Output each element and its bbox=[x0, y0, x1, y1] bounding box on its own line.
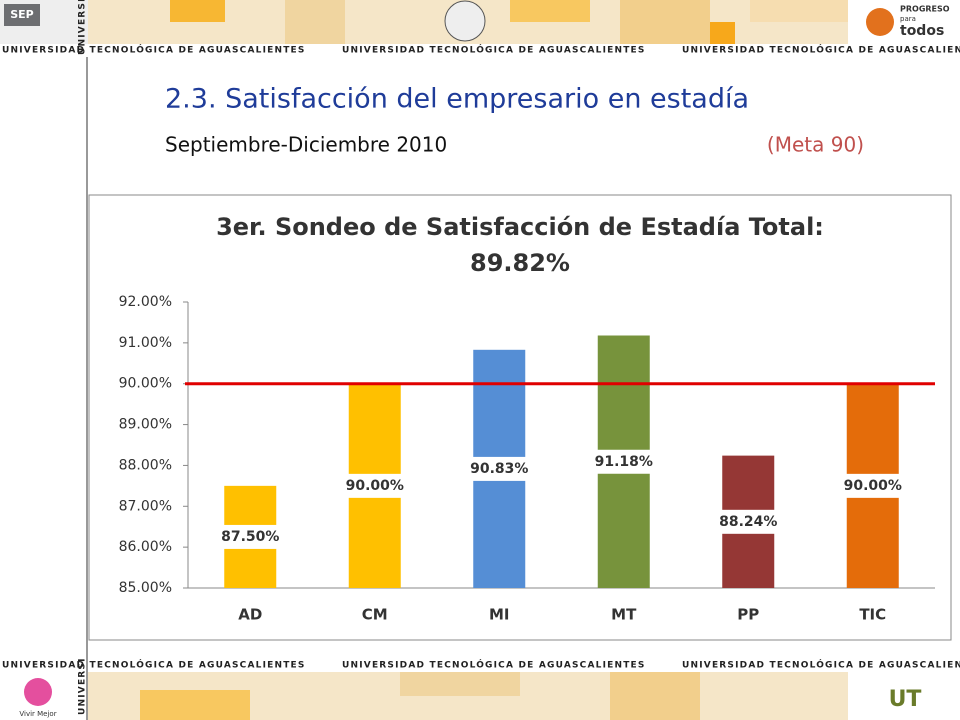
y-tick-label: 87.00% bbox=[119, 498, 172, 514]
banner-text: UNIVERSIDAD TECNOLÓGICA DE AGUASCALIENTE… bbox=[682, 44, 960, 56]
value-label: 91.18% bbox=[595, 454, 653, 470]
value-label-box bbox=[467, 456, 532, 481]
x-tick-label: MI bbox=[489, 606, 510, 624]
progreso-logo: PROGRESO bbox=[900, 5, 950, 14]
value-label: 87.50% bbox=[221, 529, 279, 545]
banner-text: UNIVERSIDAD TECNOLÓGICA DE AGUASCALIENTE… bbox=[2, 44, 306, 56]
value-label-box bbox=[716, 509, 781, 534]
chart-title: 3er. Sondeo de Satisfacción de Estadía T… bbox=[216, 213, 824, 241]
vivir-mejor-logo: Vivir Mejor bbox=[19, 710, 56, 718]
banner-text: UNIVERSIDAD TECNOLÓGICA DE AGUASCALIENTE… bbox=[342, 44, 646, 56]
vivir-mejor-mark bbox=[24, 678, 52, 706]
x-tick-label: AD bbox=[238, 606, 262, 624]
banner-text: UNIVERSIDAD TECNOLÓGICA DE AGUASCALIENTE… bbox=[76, 0, 88, 55]
banner-text: UNIVERSIDAD TECNOLÓGICA DE AGUASCALIENTE… bbox=[342, 659, 646, 671]
progreso-logo-mark bbox=[866, 8, 894, 36]
y-tick-label: 85.00% bbox=[119, 580, 172, 596]
banner-text: UNIVERSIDAD TECNOLÓGICA DE AGUASCALIENTE… bbox=[682, 659, 960, 671]
progreso-logo: todos bbox=[900, 23, 944, 39]
x-tick-label: PP bbox=[737, 606, 759, 624]
progreso-logo: para bbox=[900, 15, 916, 23]
left-band bbox=[70, 57, 86, 659]
ut-logo: UT bbox=[889, 687, 922, 712]
value-label-box bbox=[342, 473, 407, 498]
left-rule bbox=[86, 57, 88, 720]
x-tick-label: CM bbox=[362, 606, 388, 624]
slide-title: 2.3. Satisfacción del empresario en esta… bbox=[165, 84, 749, 115]
value-label: 88.24% bbox=[719, 514, 777, 530]
y-tick-label: 92.00% bbox=[119, 294, 172, 310]
value-label: 90.83% bbox=[470, 461, 528, 477]
slide-period: Septiembre-Diciembre 2010 bbox=[165, 133, 447, 157]
value-label-box bbox=[218, 524, 283, 549]
y-tick-label: 86.00% bbox=[119, 539, 172, 555]
value-label: 90.00% bbox=[844, 478, 902, 494]
sep-logo-box bbox=[4, 4, 40, 26]
ut-seal bbox=[444, 0, 486, 42]
top-band bbox=[0, 44, 960, 57]
y-tick-label: 91.00% bbox=[119, 335, 172, 351]
bottom-band bbox=[0, 659, 960, 672]
value-label: 90.00% bbox=[346, 478, 404, 494]
y-tick-label: 90.00% bbox=[119, 376, 172, 392]
value-label-box bbox=[840, 473, 905, 498]
x-tick-label: TIC bbox=[859, 606, 886, 624]
slide-goal: (Meta 90) bbox=[767, 133, 864, 157]
y-tick-label: 89.00% bbox=[119, 417, 172, 433]
banner-text: UNIVERSIDAD TECNOLÓGICA DE AGUASCALIENTE… bbox=[2, 659, 306, 671]
sep-logo: SEP bbox=[10, 8, 34, 21]
chart-title: 89.82% bbox=[470, 249, 570, 277]
x-tick-label: MT bbox=[611, 606, 637, 624]
value-label-box bbox=[591, 449, 656, 474]
bottom-decoration bbox=[0, 672, 960, 720]
y-tick-label: 88.00% bbox=[119, 457, 172, 473]
